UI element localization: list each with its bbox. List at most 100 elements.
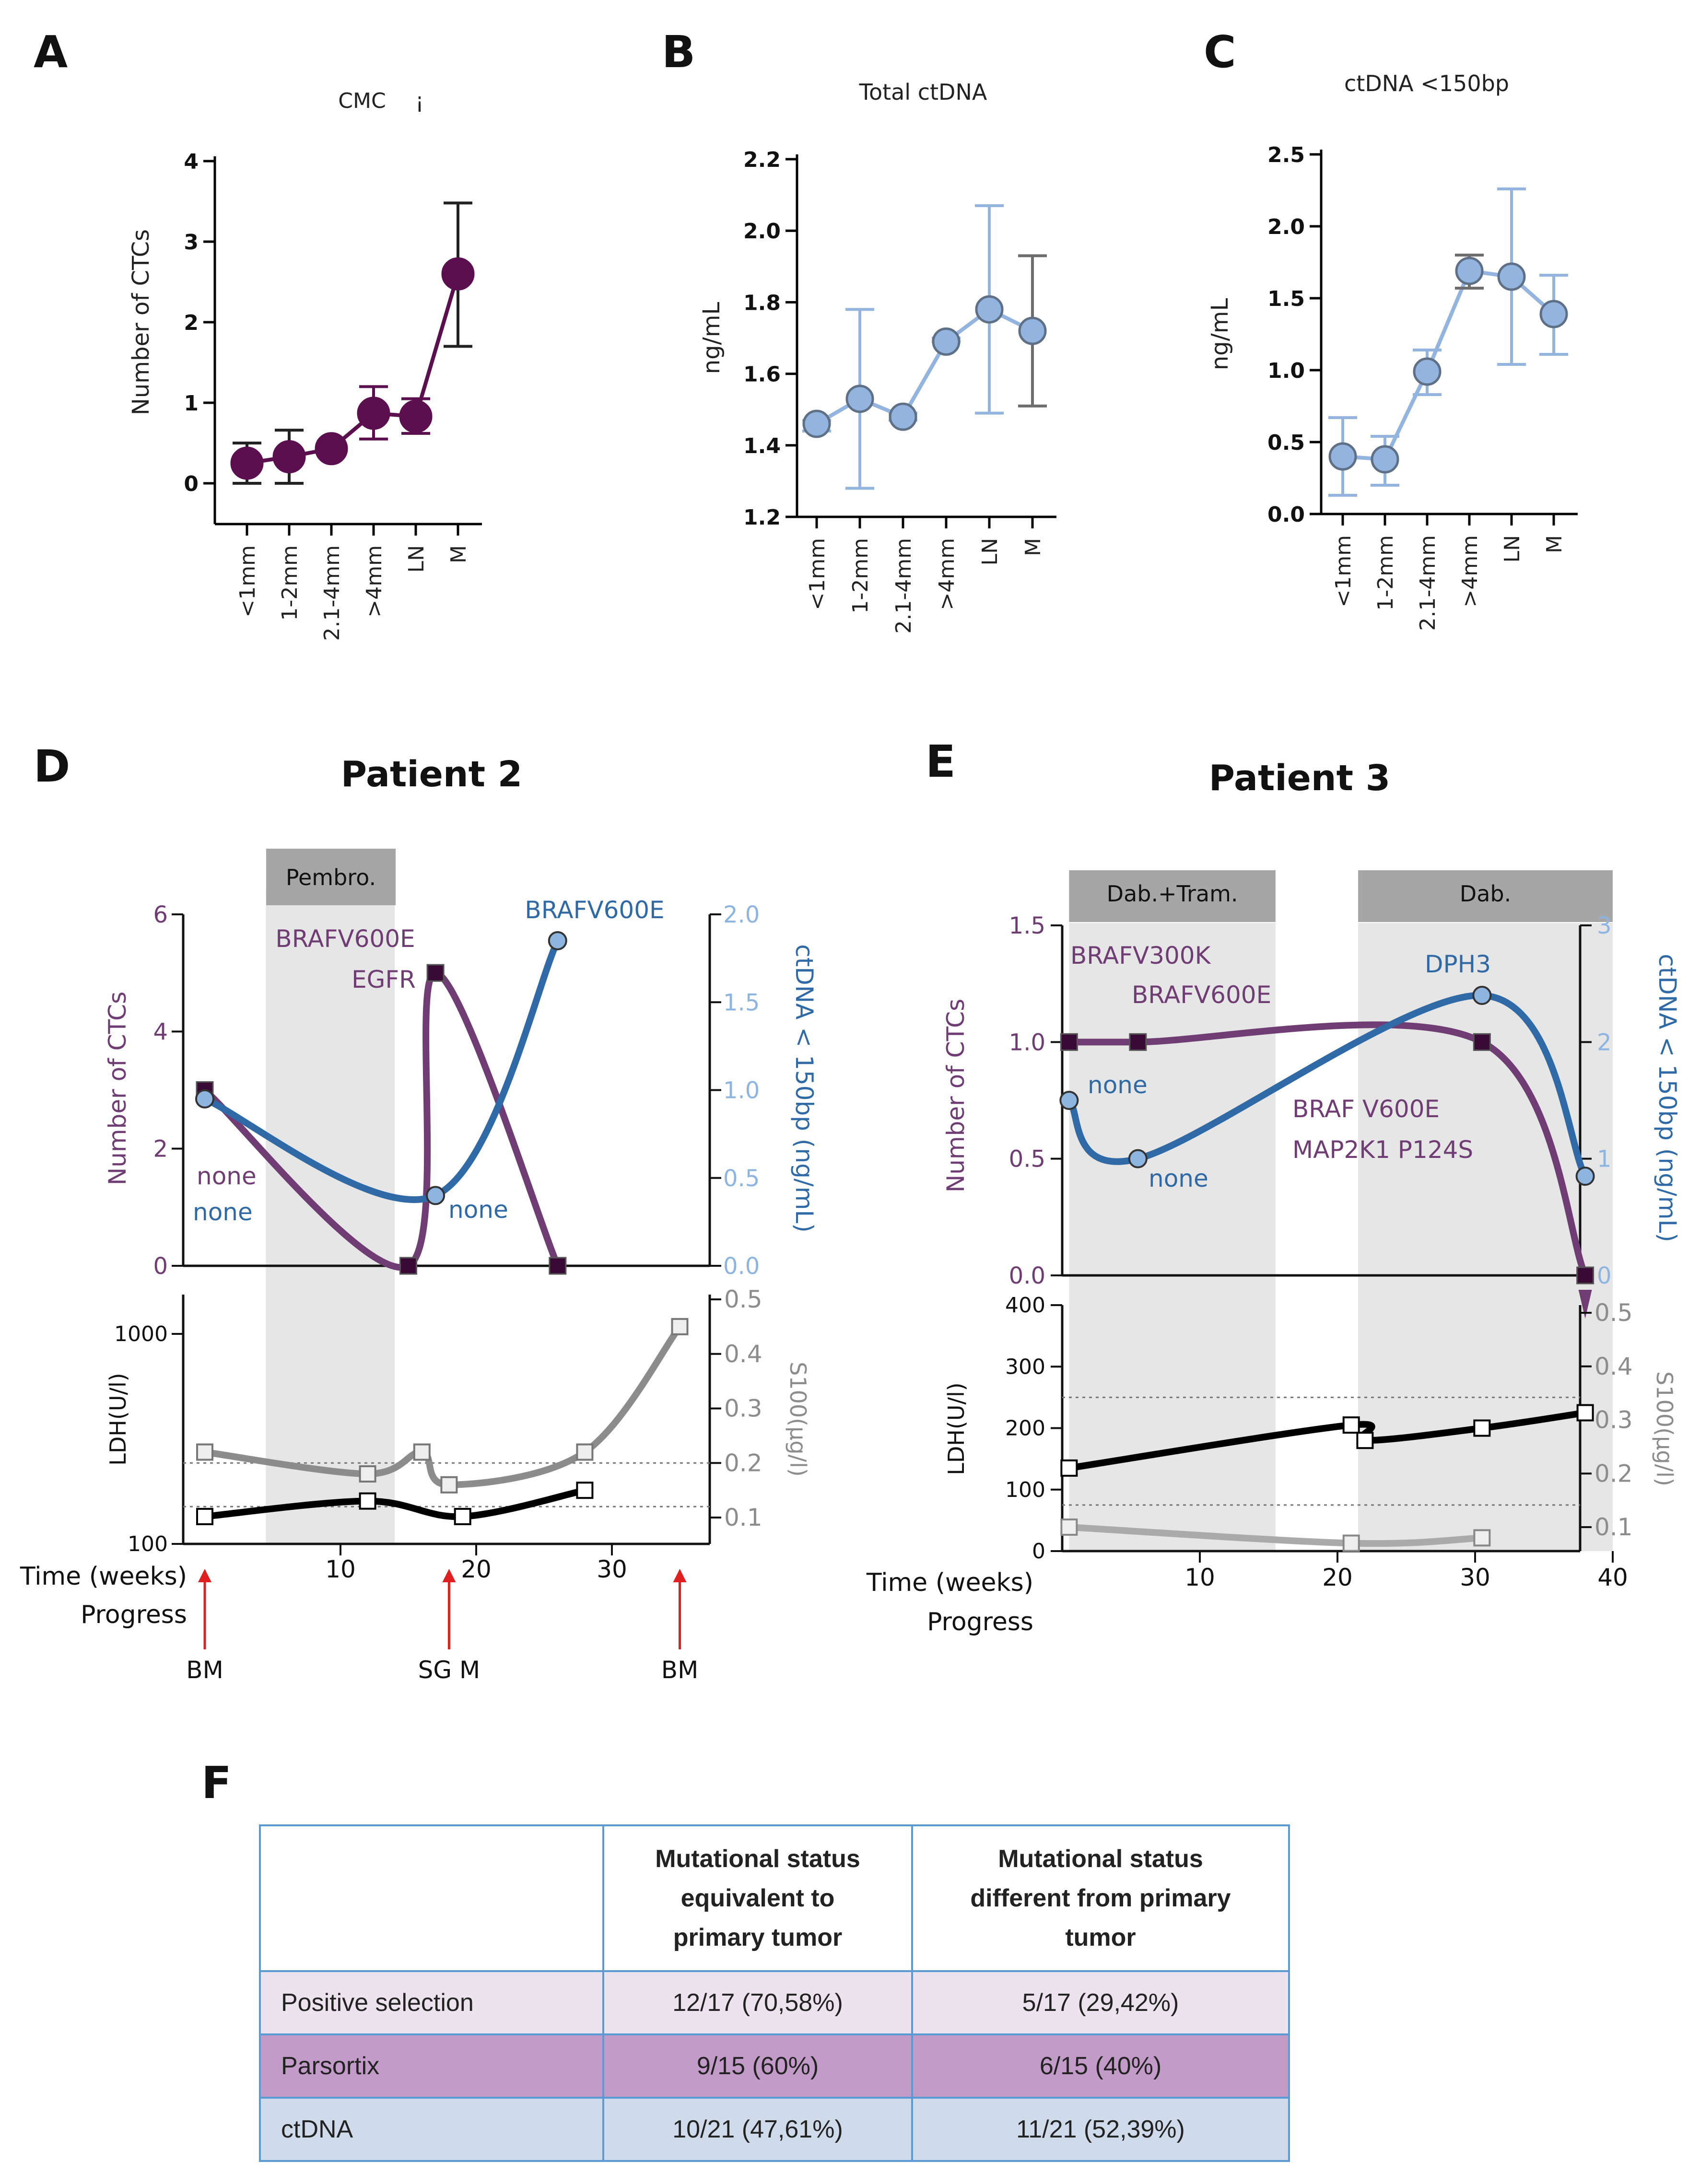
chart-title: Total ctDNA bbox=[859, 79, 987, 105]
s100-point bbox=[576, 1443, 594, 1461]
x-tick-label: 1-2mm bbox=[1373, 535, 1398, 611]
treatment-bar bbox=[266, 849, 396, 905]
row-label: Parsortix bbox=[259, 2033, 604, 2099]
y-tick-label-left: 4 bbox=[153, 1018, 168, 1045]
annotation: BRAFV300K bbox=[1070, 942, 1211, 969]
annotation: none bbox=[1149, 1165, 1208, 1192]
ldh-line bbox=[204, 1487, 586, 1520]
x-tick-label: >4mm bbox=[362, 545, 387, 618]
y-axis-label: ng/mL bbox=[698, 302, 725, 374]
y-tick-label-left: 300 bbox=[1005, 1355, 1045, 1379]
y-tick-label-right: 0.5 bbox=[1594, 1299, 1633, 1327]
data-point bbox=[1455, 257, 1484, 285]
y-tick-label: 1 bbox=[184, 391, 199, 416]
cell-equivalent: 12/17 (70,58%) bbox=[602, 1970, 913, 2035]
s100-line bbox=[204, 1324, 683, 1488]
x-tick-label: M bbox=[1542, 535, 1567, 553]
y-tick-label: 1.8 bbox=[743, 291, 781, 315]
table-row-positive-selection: Positive selection 12/17 (70,58%) 5/17 (… bbox=[259, 1970, 1290, 2035]
y-tick-label: 2 bbox=[184, 311, 199, 335]
y-tick-label-left: 0.0 bbox=[1009, 1262, 1045, 1289]
y-tick-label: 1.4 bbox=[743, 434, 781, 458]
annotation: BRAFV600E bbox=[1132, 981, 1271, 1009]
s100-point bbox=[1342, 1534, 1360, 1552]
ctdna-point bbox=[195, 1089, 214, 1109]
ldh-point bbox=[1060, 1459, 1078, 1477]
table-row-ctdna: ctDNA 10/21 (47,61%) 11/21 (52,39%) bbox=[259, 2097, 1290, 2162]
x-tick-label: M bbox=[446, 545, 471, 563]
data-point bbox=[889, 402, 917, 431]
chart-title: Patient 3 bbox=[1209, 758, 1390, 799]
y-tick-label-left: 200 bbox=[1005, 1416, 1045, 1441]
cell-different: 11/21 (52,39%) bbox=[911, 2097, 1290, 2162]
annotation: BRAFV600E bbox=[275, 925, 415, 953]
s100-point bbox=[413, 1443, 431, 1461]
table-header-empty bbox=[259, 1824, 604, 1972]
y-axis-label-left: Number of CTCs bbox=[104, 992, 131, 1185]
ctc-point bbox=[1576, 1266, 1594, 1285]
x-tick-label: 30 bbox=[597, 1555, 627, 1583]
table-header-row: Mutational status equivalent to primary … bbox=[259, 1824, 1290, 1972]
progress-event-label: SG M bbox=[418, 1656, 481, 1684]
treatment-bar bbox=[1069, 870, 1276, 922]
chart-title-glyph: ¡ bbox=[415, 89, 424, 113]
chart-title: CMC bbox=[338, 89, 386, 113]
data-point bbox=[441, 257, 475, 291]
treatment-label: Dab. bbox=[1460, 881, 1511, 907]
x-tick-label: 20 bbox=[461, 1555, 492, 1583]
annotation: BRAFV600E bbox=[525, 896, 664, 924]
x-tick-label: 20 bbox=[1322, 1564, 1353, 1591]
ldh-point bbox=[1342, 1416, 1360, 1434]
y-axis-label-left: LDH(U/l) bbox=[943, 1382, 969, 1475]
s100-point bbox=[196, 1443, 213, 1461]
ctdna-point bbox=[548, 931, 567, 950]
y-tick-label-left: 1.0 bbox=[1009, 1029, 1045, 1056]
ctdna-point bbox=[426, 1186, 446, 1205]
y-tick-label: 1.0 bbox=[1267, 359, 1305, 383]
progress-label: Progress bbox=[81, 1600, 187, 1629]
y-tick-label: 1.5 bbox=[1267, 287, 1305, 311]
ldh-point bbox=[196, 1507, 213, 1525]
cell-different: 6/15 (40%) bbox=[911, 2033, 1290, 2099]
y-tick-label-left: 0 bbox=[1032, 1539, 1045, 1564]
y-tick-label: 2.0 bbox=[1267, 215, 1305, 239]
y-tick-label-left: 100 bbox=[1005, 1478, 1045, 1502]
panel-letter-f: F bbox=[201, 1757, 232, 1809]
y-tick-label-right: 0.5 bbox=[724, 1285, 762, 1313]
row-label: ctDNA bbox=[259, 2097, 604, 2162]
x-tick-label: 2.1-4mm bbox=[891, 538, 916, 634]
panel-letter-b: B bbox=[662, 26, 695, 78]
row-label: Positive selection bbox=[259, 1970, 604, 2035]
panel-letter-a: A bbox=[34, 26, 68, 78]
ctc-point bbox=[426, 964, 445, 982]
x-tick-label: M bbox=[1021, 538, 1045, 556]
x-tick-label: <1mm bbox=[235, 545, 260, 618]
ctdna-point bbox=[1575, 1167, 1595, 1186]
ctdna-line bbox=[1066, 992, 1588, 1178]
table-header-different: Mutational status different from primary… bbox=[911, 1824, 1290, 1972]
x-tick-label: 1-2mm bbox=[278, 545, 302, 621]
y-axis-label-left: LDH(U/l) bbox=[105, 1373, 131, 1465]
table-header-equivalent: Mutational status equivalent to primary … bbox=[602, 1824, 913, 1972]
data-point bbox=[932, 327, 961, 356]
y-tick-label-right: 1.5 bbox=[723, 989, 760, 1016]
y-tick-label: 2.0 bbox=[743, 219, 781, 244]
s100-point bbox=[440, 1476, 458, 1494]
ldh-point bbox=[1356, 1432, 1374, 1449]
x-tick-label: 40 bbox=[1597, 1564, 1628, 1591]
y-tick-label-right: 0.4 bbox=[724, 1340, 762, 1368]
ldh-point bbox=[1576, 1404, 1594, 1422]
y-tick-label: 0.5 bbox=[1267, 431, 1305, 455]
annotation: none bbox=[448, 1196, 508, 1224]
annotation: EGFR bbox=[352, 966, 416, 993]
ctc-point bbox=[399, 1257, 417, 1275]
y-tick-label: 0 bbox=[184, 472, 199, 496]
y-tick-label-right: 0.3 bbox=[724, 1395, 762, 1423]
ctdna-point bbox=[1472, 986, 1492, 1005]
y-tick-label-left: 1000 bbox=[114, 1322, 168, 1346]
y-tick-label-left: 0 bbox=[153, 1253, 168, 1280]
panel-letter-c: C bbox=[1204, 26, 1236, 78]
y-tick-label: 0.0 bbox=[1267, 502, 1305, 527]
y-tick-label: 2.5 bbox=[1267, 143, 1305, 167]
x-tick-label: 10 bbox=[325, 1555, 356, 1583]
